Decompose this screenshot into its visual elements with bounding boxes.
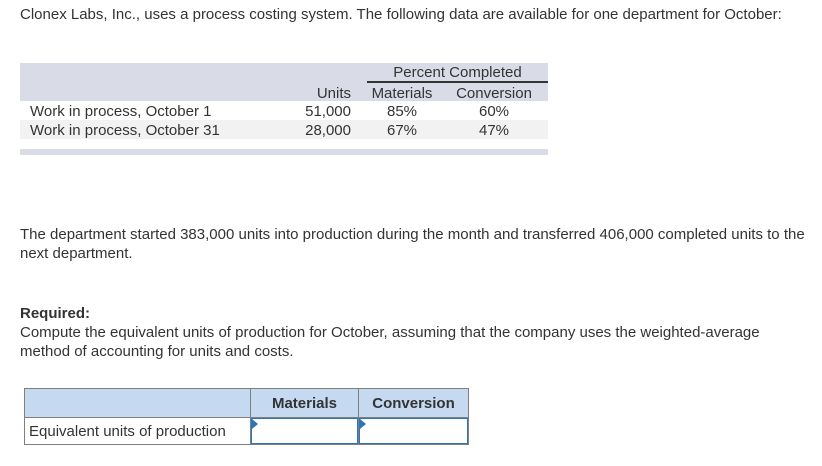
units-wip-oct-31: 28,000 [305, 122, 351, 139]
input-flag-icon [252, 419, 258, 429]
row-label-wip-oct-31: Work in process, October 31 [30, 122, 220, 139]
row-label-wip-oct-1: Work in process, October 1 [30, 103, 212, 120]
units-column-header: Units [316, 85, 351, 102]
units-wip-oct-1: 51,000 [305, 103, 351, 120]
table-footer-band [20, 149, 548, 155]
answer-row: Equivalent units of production [24, 417, 469, 445]
conversion-pct-wip-oct-1: 60% [478, 103, 510, 120]
materials-pct-wip-oct-31: 67% [386, 122, 418, 139]
equivalent-units-answer-table: Materials Conversion Equivalent units of… [24, 388, 469, 445]
answer-header-row: Materials Conversion [24, 388, 469, 418]
answer-conversion-header: Conversion [358, 388, 469, 418]
table-row [20, 120, 548, 139]
process-data-table: Percent Completed Units Materials Conver… [20, 63, 548, 155]
required-section: Required: Compute the equivalent units o… [20, 304, 810, 361]
materials-answer-cell [250, 417, 359, 445]
materials-equivalent-units-input[interactable] [251, 418, 358, 444]
conversion-column-header: Conversion [456, 85, 532, 102]
required-instructions: Compute the equivalent units of producti… [20, 324, 760, 360]
started-transferred-text: The department started 383,000 units int… [20, 226, 805, 262]
materials-column-header: Materials [371, 85, 433, 102]
answer-materials-header: Materials [250, 388, 359, 418]
table-row [20, 101, 548, 120]
required-label: Required: [20, 305, 91, 322]
equivalent-units-label: Equivalent units of production [24, 417, 251, 445]
materials-pct-wip-oct-1: 85% [386, 103, 418, 120]
intro-text: Clonex Labs, Inc., uses a process costin… [20, 6, 782, 23]
percent-completed-header: Percent Completed [393, 64, 522, 81]
conversion-answer-cell [358, 417, 469, 445]
answer-header-blank [24, 388, 251, 418]
header-underline [367, 81, 548, 83]
conversion-equivalent-units-input[interactable] [359, 418, 468, 444]
input-flag-icon [360, 419, 366, 429]
conversion-pct-wip-oct-31: 47% [478, 122, 510, 139]
